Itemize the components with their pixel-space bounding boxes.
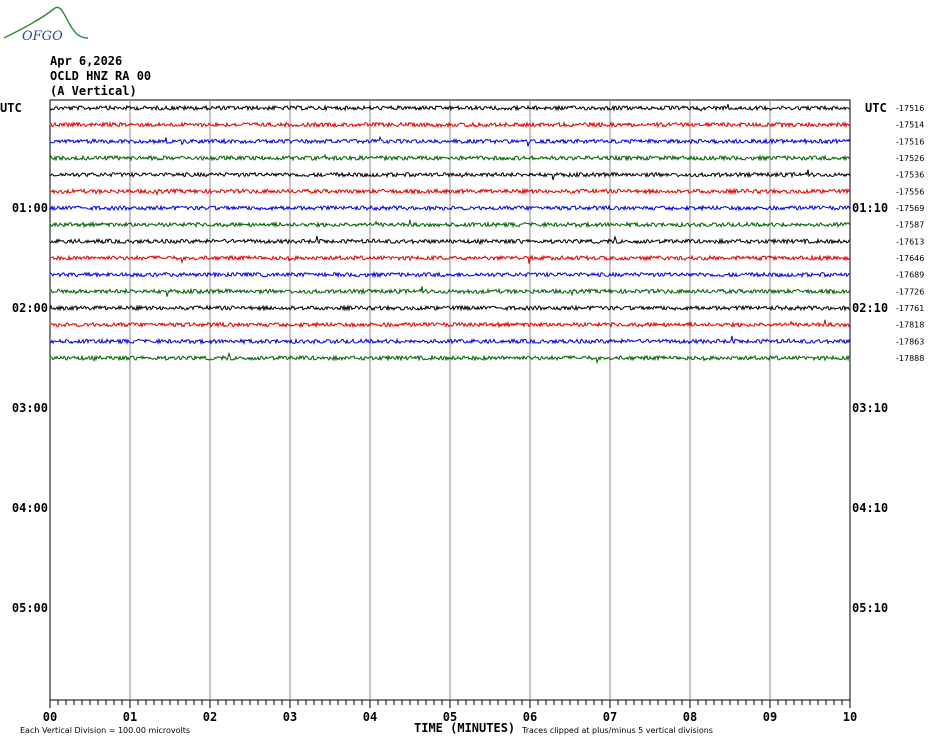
x-tick-label: 02: [203, 710, 217, 724]
logo-curve: [3, 6, 89, 39]
left-time-label: 03:00: [12, 401, 48, 415]
trace: [49, 286, 851, 297]
trace: [49, 153, 851, 162]
clip-note: Traces clipped at plus/minus 5 vertical …: [521, 726, 713, 735]
trace: [49, 335, 851, 346]
x-tick-label: 00: [43, 710, 57, 724]
right-time-label: 04:10: [852, 501, 888, 515]
x-tick-label: 06: [523, 710, 537, 724]
trace-offset: -17514: [896, 121, 924, 130]
right-time-label: 05:10: [852, 601, 888, 615]
right-time-label: UTC: [865, 101, 887, 115]
trace: [49, 169, 851, 181]
trace-offset: -17536: [896, 171, 924, 180]
trace-offset: -17689: [896, 271, 924, 280]
trace-offset: -17726: [896, 287, 924, 296]
component: (A Vertical): [50, 84, 137, 98]
trace: [49, 319, 851, 329]
trace-offset: -17587: [896, 221, 924, 230]
station: OCLD HNZ RA 00: [50, 69, 151, 83]
trace: [49, 304, 851, 312]
x-tick-label: 03: [283, 710, 297, 724]
trace: [49, 135, 851, 147]
x-tick-label: 04: [363, 710, 377, 724]
x-tick-label: 01: [123, 710, 137, 724]
trace: [49, 219, 851, 229]
left-time-label: UTC: [0, 101, 22, 115]
right-time-label: 01:10: [852, 201, 888, 215]
trace-offset: -17863: [896, 337, 924, 346]
trace-offset: -17646: [896, 254, 924, 263]
axis-title: TIME (MINUTES): [414, 721, 515, 735]
trace: [49, 187, 851, 197]
trace-offset: -17556: [896, 187, 924, 196]
trace: [49, 120, 851, 129]
trace: [49, 254, 851, 265]
trace-offset: -17761: [896, 304, 924, 313]
trace-offset: -17818: [896, 321, 924, 330]
left-time-label: 04:00: [12, 501, 48, 515]
trace: [49, 235, 851, 246]
division-note: Each Vertical Division = 100.00 microvol…: [20, 726, 190, 735]
trace-offset: -17516: [896, 104, 924, 113]
left-time-label: 02:00: [12, 301, 48, 315]
left-time-label: 05:00: [12, 601, 48, 615]
trace: [49, 270, 851, 279]
trace-offset: -17888: [896, 354, 924, 363]
trace-offset: -17516: [896, 137, 924, 146]
x-tick-label: 10: [843, 710, 857, 724]
logo: OFGO: [22, 29, 63, 44]
x-tick-label: 05: [443, 710, 457, 724]
right-time-label: 02:10: [852, 301, 888, 315]
trace: [49, 204, 851, 212]
date: Apr 6,2026: [50, 54, 122, 68]
trace-offset: -17569: [896, 204, 924, 213]
trace: [49, 351, 850, 365]
x-tick-label: 07: [603, 710, 617, 724]
x-tick-label: 08: [683, 710, 697, 724]
trace: [49, 103, 851, 112]
right-time-label: 03:10: [852, 401, 888, 415]
x-tick-label: 09: [763, 710, 777, 724]
trace-offset: -17613: [896, 237, 924, 246]
left-time-label: 01:00: [12, 201, 48, 215]
trace-offset: -17526: [896, 154, 924, 163]
